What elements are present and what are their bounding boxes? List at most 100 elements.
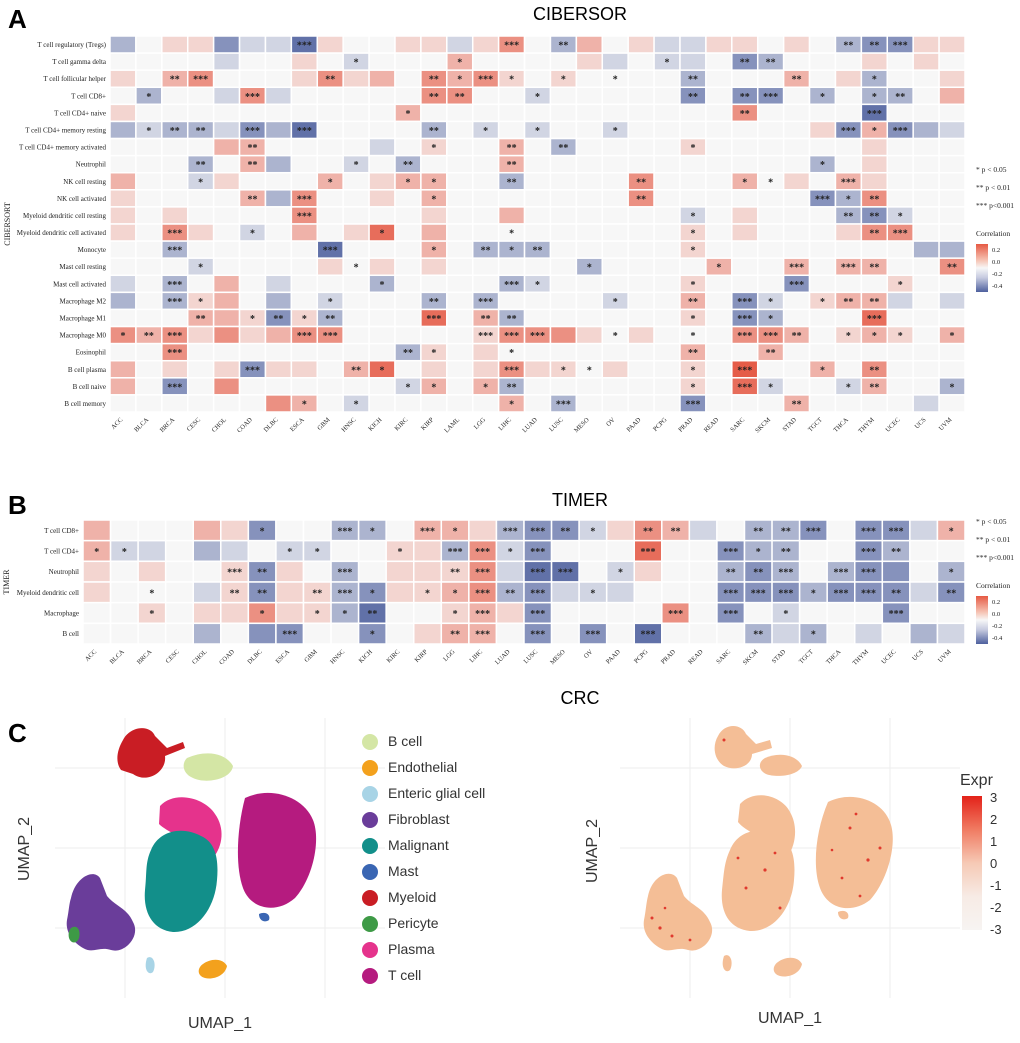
significance-mark: * [509,348,514,359]
heatmap-cell [342,240,370,259]
heatmap-cell [316,206,344,225]
significance-mark: * [690,314,695,325]
heatmap-cell [575,308,604,328]
heatmap-cell [731,206,759,225]
significance-mark: *** [530,331,545,342]
heatmap-cell [186,206,215,225]
heatmap-cell [601,103,629,123]
column-label: ACC [110,416,124,430]
significance-legend-item: ** p < 0.01 [976,183,1010,192]
significance-mark: ** [450,630,460,641]
significance-mark: * [370,526,375,537]
heatmap-cell [413,560,443,583]
significance-mark: *** [556,399,571,410]
significance-mark: *** [778,588,793,599]
significance-mark: *** [475,588,490,599]
heatmap-cell [834,223,863,242]
heatmap-cell [302,560,332,583]
heatmap-cell [220,601,250,625]
heatmap-cell [497,257,526,277]
significance-mark: ** [781,526,791,537]
legend-label: Myeloid [388,889,437,905]
significance-mark: * [120,331,125,342]
heatmap-cell [601,342,629,362]
heatmap-cell [368,189,396,208]
heatmap-cell [212,154,241,174]
heatmap-cell [938,69,966,89]
column-label: LIHC [497,416,513,432]
heatmap-cell [186,35,215,54]
heatmap-cell [688,601,718,625]
column-label: PCPG [652,416,669,433]
heatmap-cell [860,171,889,191]
significance-mark: ** [429,92,439,103]
heatmap-cell [264,342,293,362]
heatmap-cell [886,308,914,328]
significance-mark: * [380,280,385,291]
heatmap-cell [290,342,319,362]
heatmap-cell [912,257,940,277]
heatmap-cell [264,274,293,294]
significance-mark: ** [196,160,206,171]
heatmap-cell [575,325,604,345]
significance-mark: ** [196,314,206,325]
significance-mark: *** [167,348,182,359]
heatmap-cell [705,154,733,174]
legend-label: Mast [388,863,419,879]
heatmap-cell [523,377,552,396]
column-label: THYM [857,416,876,435]
heatmap-cell [705,359,733,379]
heatmap-cell [109,377,137,396]
significance-mark: * [380,365,385,376]
legend-label: Malignant [388,837,449,853]
heatmap-cell [264,120,293,140]
heatmap-cell [912,325,940,345]
heatmap-cell [808,274,837,294]
significance-mark: * [370,630,375,641]
heatmap-cell [627,291,655,311]
significance-mark: * [198,297,203,308]
significance-mark: *** [558,568,573,579]
significance-mark: * [872,75,877,86]
heatmap-cell [679,171,707,191]
heatmap-cell [316,394,344,413]
heatmap-cell [549,189,578,208]
significance-mark: * [768,297,773,308]
column-label: READ [703,416,721,434]
column-label: UCEC [880,648,897,665]
column-label: GBM [316,416,332,432]
legend-swatch [362,760,378,776]
heatmap-cell [342,103,370,123]
heatmap-cell [601,223,629,242]
heatmap-cell [756,206,785,225]
significance-mark: ** [533,246,543,257]
expr-tick: 2 [990,812,998,827]
significance-mark: *** [530,568,545,579]
heatmap-cell [731,137,759,157]
column-label: DLBC [246,648,263,665]
heatmap-cell [653,137,681,157]
column-label: LUSC [548,416,565,433]
heatmap-cell [679,52,707,71]
heatmap-cell [912,189,940,208]
heatmap-cell [601,189,629,208]
heatmap-cell [82,560,112,583]
significance-mark: * [146,126,151,137]
heatmap-cell [705,52,733,71]
legend-label: Plasma [388,941,435,957]
heatmap-cell [497,189,526,208]
heatmap-cell [109,52,137,71]
heatmap-cell [653,189,681,208]
significance-mark: * [354,58,359,69]
significance-mark: ** [869,263,879,274]
column-label: THYM [851,648,870,667]
heatmap-cell [912,291,940,311]
heatmap-cell [886,154,914,174]
heatmap-cell [109,154,137,174]
celltype-legend: B cell Endothelial Enteric glial cell Fibro… [362,732,562,992]
heatmap-cell [826,539,856,563]
heatmap-cell [446,223,474,242]
heatmap-cell [135,308,163,328]
significance-mark: * [457,58,462,69]
heatmap-cell [549,377,578,396]
